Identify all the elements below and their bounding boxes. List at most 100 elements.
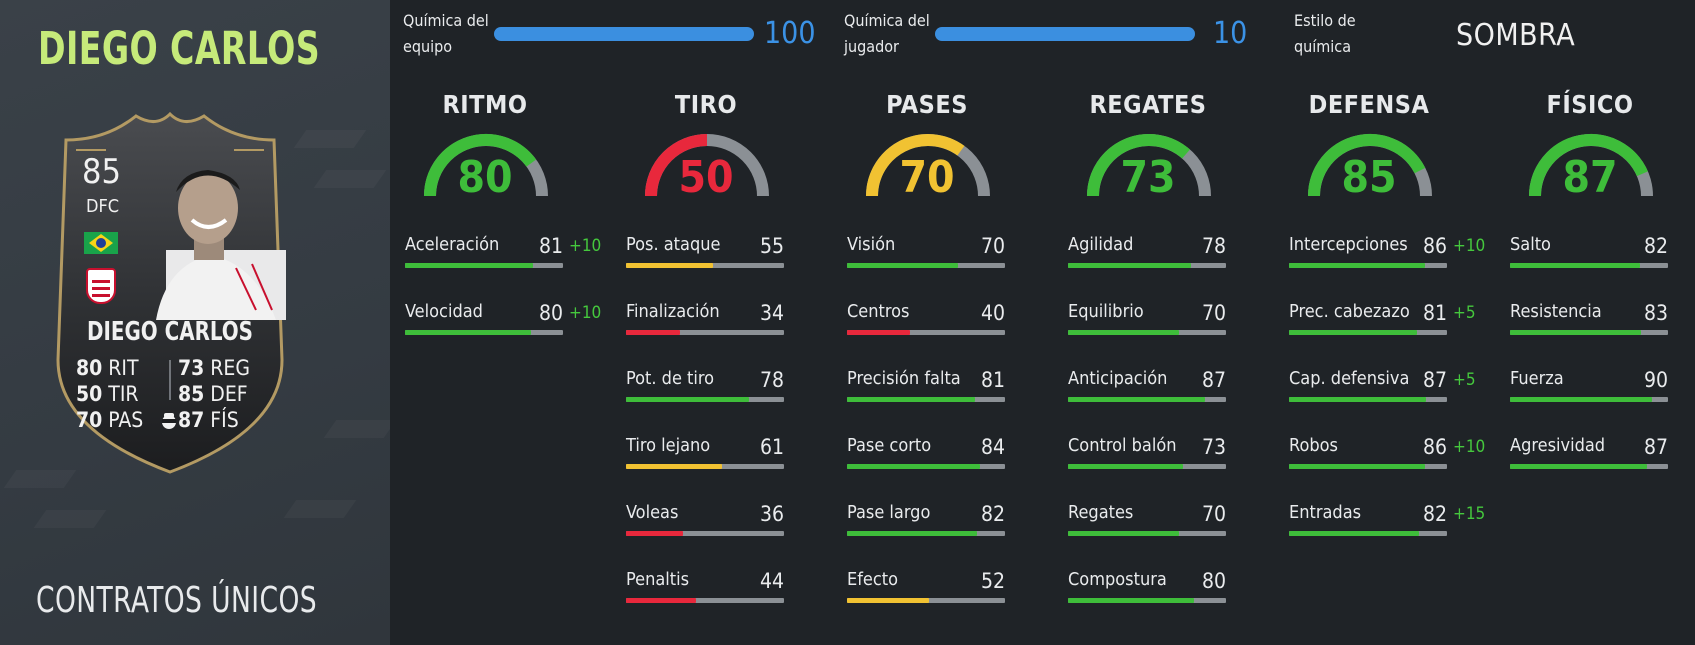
card-stat-def: 85 DEF	[178, 382, 248, 406]
sub-stat-label: Agilidad	[1068, 234, 1134, 255]
attribute-title: RITMO	[442, 90, 528, 119]
sub-stat-bar	[1289, 397, 1447, 402]
sub-stat-value: 82	[980, 502, 1005, 526]
sub-stat-row: Robos 86 +10	[1289, 435, 1489, 475]
sub-stat-value: 81	[538, 234, 563, 258]
sub-stat-row: Pot. de tiro 78	[626, 368, 826, 408]
sub-stat-value: 70	[1201, 502, 1226, 526]
chemistry-style-label: Estilo de química	[1294, 11, 1356, 56]
sub-stat-label: Pase largo	[847, 502, 931, 523]
attribute-overall-value: 73	[1120, 152, 1176, 203]
sub-stat-row: Voleas 36	[626, 502, 826, 542]
sub-stat-bar-fill	[1068, 464, 1184, 469]
sub-stat-value: 78	[759, 368, 784, 392]
card-stat-rit: 80 RIT	[76, 356, 139, 380]
sub-stat-label: Regates	[1068, 502, 1134, 523]
shadow-chem-style-icon	[162, 413, 176, 429]
sub-stat-bar	[1289, 464, 1447, 469]
sub-stat-row: Pase corto 84	[847, 435, 1047, 475]
sub-stat-label: Visión	[847, 234, 896, 255]
sub-stat-bar	[1289, 330, 1447, 335]
player-chemistry-label: Química del jugador	[844, 11, 930, 56]
promo-label: CONTRATOS ÚNICOS	[36, 580, 318, 621]
sub-stat-bar	[847, 397, 1005, 402]
sub-stat-boost: +5	[1453, 370, 1476, 390]
sub-stat-row: Visión 70	[847, 234, 1047, 274]
sub-stat-boost: +10	[569, 236, 602, 256]
sub-stat-bar-fill	[1510, 263, 1640, 268]
gauge-fill	[866, 134, 965, 197]
card-stat-pas: 70 PAS	[76, 408, 144, 432]
sub-stat-bar-fill	[1510, 330, 1642, 335]
card-stat-tir: 50 TIR	[76, 382, 139, 406]
sub-stat-bar	[847, 464, 1005, 469]
sub-stat-label: Voleas	[626, 502, 679, 523]
sub-stat-bar-fill	[405, 330, 532, 335]
card-position: DFC	[86, 196, 120, 217]
sub-stat-label: Aceleración	[405, 234, 500, 255]
attribute-gauge	[866, 134, 990, 197]
sub-stat-bar	[847, 531, 1005, 536]
sub-stat-label: Compostura	[1068, 569, 1167, 590]
sub-stat-row: Agresividad 87	[1510, 435, 1695, 475]
sub-stat-row: Salto 82	[1510, 234, 1695, 274]
sub-stat-value: 81	[980, 368, 1005, 392]
sub-stat-bar-fill	[1510, 464, 1648, 469]
sub-stat-bar	[1068, 464, 1226, 469]
sub-stat-bar-fill	[1289, 531, 1419, 536]
sub-stat-bar	[1068, 531, 1226, 536]
sub-stat-value: 82	[1643, 234, 1668, 258]
sub-stat-bar-fill	[1289, 464, 1425, 469]
sub-stat-label: Velocidad	[405, 301, 483, 322]
sub-stat-bar-fill	[1068, 598, 1195, 603]
sub-stat-row: Centros 40	[847, 301, 1047, 341]
sub-stat-boost: +10	[569, 303, 602, 323]
gauge-fill	[1087, 134, 1190, 197]
attribute-gauge	[645, 134, 769, 197]
sub-stat-row: Pase largo 82	[847, 502, 1047, 542]
player-card[interactable]: 85 DFC DIEGO CARLOS 80 RIT 50 TIR 70 PAS…	[46, 110, 294, 478]
sub-stat-row: Intercepciones 86 +10	[1289, 234, 1489, 274]
gauge-fill	[1308, 134, 1426, 197]
attribute-title: FÍSICO	[1546, 90, 1634, 119]
sub-stat-bar	[1068, 330, 1226, 335]
attribute-overall-value: 80	[457, 152, 513, 203]
sub-stat-row: Finalización 34	[626, 301, 826, 341]
sub-stat-value: 36	[759, 502, 784, 526]
sub-stat-label: Prec. cabezazo	[1289, 301, 1410, 322]
sub-stat-bar	[1068, 397, 1226, 402]
sub-stat-value: 82	[1422, 502, 1447, 526]
sub-stat-bar-fill	[626, 464, 723, 469]
card-player-name: DIEGO CARLOS	[86, 317, 254, 347]
sub-stat-bar	[1068, 598, 1226, 603]
sub-stat-value: 80	[538, 301, 563, 325]
sub-stat-label: Intercepciones	[1289, 234, 1408, 255]
sub-stat-bar-fill	[1289, 263, 1425, 268]
sub-stat-label: Anticipación	[1068, 368, 1168, 389]
sub-stat-value: 70	[1201, 301, 1226, 325]
sub-stat-row: Prec. cabezazo 81 +5	[1289, 301, 1489, 341]
sub-stat-value: 73	[1201, 435, 1226, 459]
sub-stat-bar-fill	[626, 531, 683, 536]
sub-stat-label: Agresividad	[1510, 435, 1606, 456]
sub-stat-bar-fill	[626, 598, 696, 603]
sub-stat-bar	[626, 397, 784, 402]
sub-stat-bar	[1510, 330, 1668, 335]
sub-stat-row: Control balón 73	[1068, 435, 1268, 475]
sub-stat-label: Pase corto	[847, 435, 932, 456]
sub-stat-label: Equilibrio	[1068, 301, 1144, 322]
sub-stat-bar	[1289, 263, 1447, 268]
gauge-fill	[1529, 134, 1648, 197]
gauge-fill	[424, 134, 537, 197]
sub-stat-label: Finalización	[626, 301, 720, 322]
sub-stat-label: Cap. defensiva	[1289, 368, 1410, 389]
sub-stat-row: Aceleración 81 +10	[405, 234, 605, 274]
sub-stat-value: 34	[759, 301, 784, 325]
sub-stat-value: 87	[1201, 368, 1226, 392]
attribute-overall-value: 87	[1562, 152, 1618, 203]
sub-stat-value: 70	[980, 234, 1005, 258]
sub-stat-row: Compostura 80	[1068, 569, 1268, 609]
sub-stat-value: 55	[759, 234, 784, 258]
sub-stat-bar-fill	[847, 263, 958, 268]
card-stat-fis: 87 FÍS	[178, 408, 239, 432]
